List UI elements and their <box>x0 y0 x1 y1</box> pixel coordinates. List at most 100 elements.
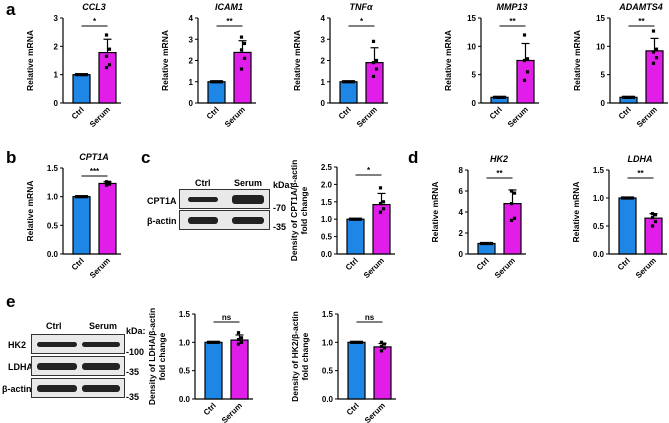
x-tick-label: Serum <box>88 256 112 280</box>
y-tick-label: 0 <box>601 99 606 108</box>
x-tick-label: Ctrl <box>475 256 491 272</box>
bar-ctrl <box>618 197 637 255</box>
bar-ctrl <box>72 196 91 255</box>
data-point <box>651 50 656 54</box>
data-point <box>512 216 517 220</box>
data-point <box>495 95 499 99</box>
chart-mmp13: MMP13 Relative mRNA 0 5 10 15 Ctrl Serum ** <box>443 2 539 129</box>
y-tick-label: 0.0 <box>179 395 191 404</box>
y-tick-label: 4 <box>189 14 194 23</box>
bar-serum <box>645 50 664 104</box>
y-axis-label: Density of LDHA/β-actin <box>147 308 157 405</box>
band <box>188 217 218 224</box>
y-tick-label: 2.0 <box>321 180 333 189</box>
bar-serum <box>98 51 117 104</box>
data-point <box>216 340 221 344</box>
kda-label: kDa: <box>273 180 293 190</box>
data-point <box>654 47 659 51</box>
bar-serum <box>503 203 522 255</box>
data-point <box>379 340 384 344</box>
y-tick-label: 0 <box>472 99 477 108</box>
data-point <box>631 95 636 99</box>
lane-label-serum: Serum <box>234 178 263 188</box>
panel-letter-c: c <box>141 148 151 167</box>
y-tick-label: 2.5 <box>321 163 333 172</box>
x-tick-label: Serum <box>634 256 658 280</box>
blot-row-label: β-actin <box>147 216 177 226</box>
data-point <box>522 33 527 37</box>
band <box>82 363 120 370</box>
data-point <box>497 95 502 99</box>
data-point <box>84 195 89 199</box>
blot-row-label: CPT1A <box>147 196 177 206</box>
blot-row-label: β-actin <box>2 384 32 394</box>
data-point <box>381 200 386 204</box>
band <box>37 342 77 347</box>
data-point <box>371 39 376 43</box>
lane-label-ctrl: Ctrl <box>195 178 211 188</box>
chart-title: ICAM1 <box>215 2 243 12</box>
bar-serum <box>644 217 663 255</box>
y-tick-label: 1.0 <box>179 338 191 347</box>
chart-title: HK2 <box>490 154 508 164</box>
data-point <box>651 61 656 65</box>
lane-label-serum: Serum <box>89 321 118 331</box>
bar-ctrl <box>207 81 226 104</box>
data-point <box>217 80 221 84</box>
y-tick-label: 1 <box>189 78 194 87</box>
bar-serum <box>365 62 384 104</box>
significance-label: * <box>93 17 97 26</box>
data-point <box>653 219 658 224</box>
band <box>37 363 77 370</box>
x-tick-label: Ctrl <box>70 256 86 272</box>
y-tick-label: 0.0 <box>322 395 334 404</box>
data-point <box>104 54 109 58</box>
data-point <box>525 57 530 61</box>
bar-ctrl <box>72 74 91 104</box>
data-point <box>77 195 81 199</box>
data-point <box>104 180 109 184</box>
kda-label: kDa: <box>126 326 146 336</box>
data-point <box>74 195 79 199</box>
y-axis-label: Relative mRNA <box>160 30 170 91</box>
y-tick-label: 2 <box>189 57 194 66</box>
x-tick-label: Serum <box>223 105 247 129</box>
data-point <box>623 196 627 200</box>
x-tick-label: Ctrl <box>337 105 353 121</box>
data-point <box>509 202 514 206</box>
data-point <box>236 342 241 346</box>
y-tick-label: 0.0 <box>593 250 605 259</box>
band <box>82 342 120 347</box>
y-tick-label: 1 <box>321 78 326 87</box>
chart-hk2: HK2 Relative mRNA 0 2 4 6 8 Ctrl Serum ** <box>430 154 526 280</box>
y-tick-label: 0.5 <box>593 222 605 231</box>
data-point <box>654 56 659 60</box>
bar-serum <box>233 51 252 104</box>
data-point <box>352 340 356 344</box>
x-tick-label: Ctrl <box>617 105 633 121</box>
y-axis-label: Relative mRNA <box>292 30 302 91</box>
data-point <box>239 67 244 71</box>
data-point <box>104 33 109 37</box>
x-tick-label: Serum <box>220 401 244 423</box>
chart-density-9: Density of LDHA/β-actin fold change 0.0 0.5… <box>147 308 253 423</box>
chart-tnf-: TNFα Relative mRNA 0 1 2 3 4 Ctrl Serum * <box>292 2 388 129</box>
data-point <box>239 48 244 52</box>
y-tick-label: 8 <box>459 166 464 175</box>
bar-ctrl <box>347 341 366 400</box>
data-point <box>378 186 383 190</box>
chart-title: LDHA <box>628 154 653 164</box>
data-point <box>379 344 384 348</box>
y-tick-label: 1 <box>54 71 59 80</box>
band <box>232 217 264 224</box>
data-point <box>107 63 112 67</box>
y-tick-label: 1.0 <box>593 194 605 203</box>
data-point <box>502 95 507 99</box>
data-point <box>346 80 351 84</box>
data-point <box>492 95 497 99</box>
chart-title: CCL3 <box>82 2 106 12</box>
bar-ctrl <box>346 218 365 255</box>
y-tick-label: 3 <box>189 35 194 44</box>
blot-strip-actin <box>179 210 270 230</box>
